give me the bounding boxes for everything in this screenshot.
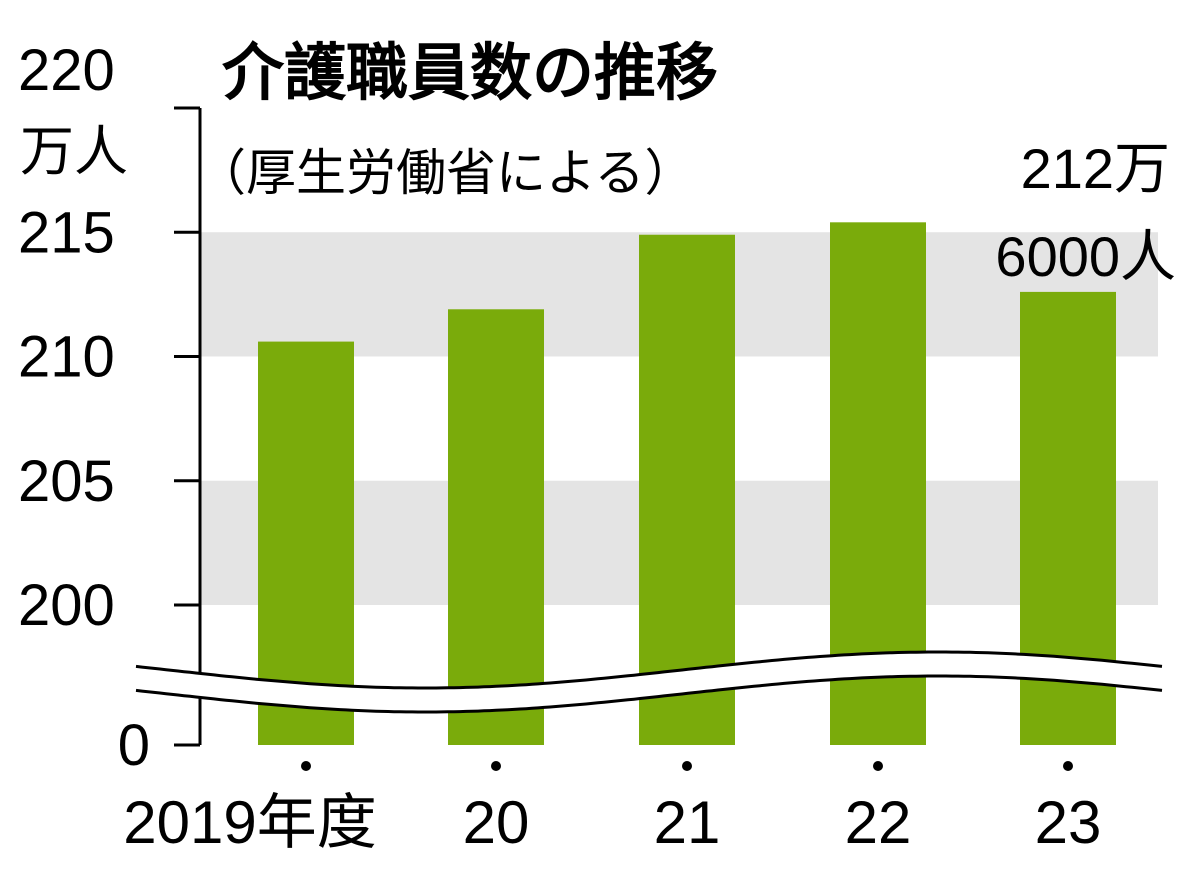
bar-1 — [448, 309, 544, 745]
y-tick-label-3: 205 — [18, 449, 115, 514]
x-tick-labels: 2019年度 20 21 22 23 — [123, 761, 1101, 856]
y-tick-label-1: 215 — [18, 200, 115, 265]
axis-break-mark — [134, 650, 1164, 714]
annotation-line2: 6000人 — [995, 225, 1176, 288]
chart-title: 介護職員数の推移 — [222, 36, 718, 109]
y-unit-label: 万人 — [20, 122, 128, 182]
x-tick-label-1: 20 — [463, 789, 530, 856]
x-tick-label-3: 22 — [845, 789, 912, 856]
y-tick-label-0: 220 — [18, 38, 115, 103]
x-tick-label-2: 21 — [654, 789, 721, 856]
x-tick-dot-1 — [491, 761, 501, 771]
annotation-line1: 212万 — [1021, 137, 1170, 200]
y-tick-label-2: 210 — [18, 325, 115, 390]
chart-subtitle: （厚生労働省による） — [196, 144, 695, 202]
x-tick-label-4: 23 — [1035, 789, 1102, 856]
bar-2 — [639, 234, 735, 746]
y-tick-label-4: 200 — [18, 573, 115, 638]
bars — [258, 222, 1116, 746]
axis-break-gap — [134, 651, 1164, 713]
y-axis — [174, 106, 202, 747]
y-tick-label-5: 0 — [118, 713, 150, 778]
x-tick-dot-0 — [301, 761, 311, 771]
x-tick-dot-3 — [873, 761, 883, 771]
x-tick-dot-4 — [1063, 761, 1073, 771]
x-tick-dot-2 — [682, 761, 692, 771]
y-tick-labels: 220 215 210 205 200 0 — [18, 38, 150, 778]
bar-0 — [258, 341, 354, 745]
axis-break-line-upper — [135, 650, 1163, 690]
x-tick-label-0: 2019年度 — [123, 789, 376, 856]
axis-break-line-lower — [135, 674, 1163, 714]
